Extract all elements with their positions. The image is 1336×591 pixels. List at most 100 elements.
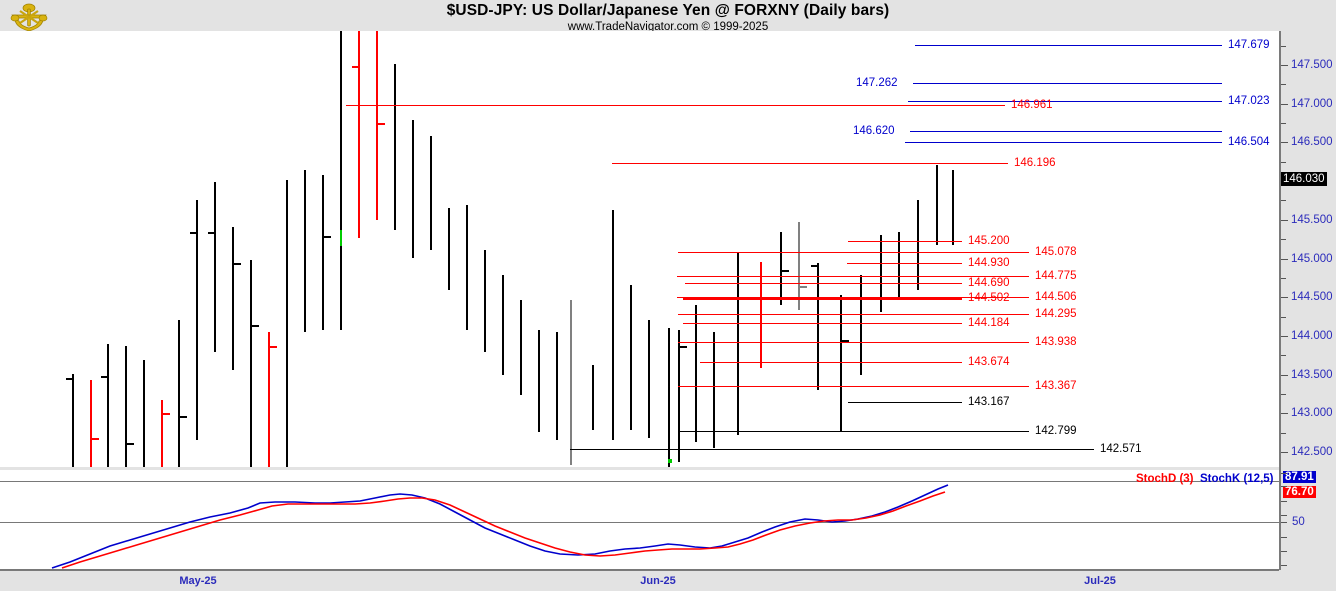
price-level-line[interactable] (910, 131, 1222, 132)
axis-minor-tick (1281, 432, 1286, 434)
price-level-line[interactable] (678, 314, 1029, 315)
axis-minor-tick (1281, 219, 1286, 221)
price-level-line[interactable] (685, 283, 962, 284)
bar-close-tick (800, 286, 807, 288)
price-level-label: 147.262 (856, 77, 898, 89)
axis-minor-tick (1281, 45, 1286, 47)
price-bar (817, 263, 819, 390)
price-level-line[interactable] (848, 241, 962, 242)
bar-close-tick (127, 443, 134, 445)
price-bar (72, 374, 74, 467)
price-level-label: 146.620 (853, 125, 895, 137)
axis-tick-label: 143.500 (1291, 368, 1333, 381)
price-bar (630, 285, 632, 430)
price-bar (448, 208, 450, 290)
bar-close-tick (270, 346, 277, 348)
bar-close-tick (782, 270, 789, 272)
price-bar (713, 332, 715, 448)
bar-close-tick (180, 416, 187, 418)
price-bar (798, 222, 800, 310)
axis-spine (1279, 31, 1281, 570)
price-level-line[interactable] (683, 298, 962, 300)
price-level-line[interactable] (678, 431, 1029, 432)
price-level-line[interactable] (678, 252, 1029, 253)
price-bar (358, 31, 360, 238)
price-level-line[interactable] (905, 142, 1222, 143)
price-axis[interactable]: 147.500 147.000 146.500 145.500 145.000 144.5… (1279, 31, 1336, 570)
price-level-line[interactable] (678, 386, 1029, 387)
axis-tick-label: 142.500 (1291, 446, 1333, 458)
chart-subtitle: www.TradeNavigator.com © 1999-2025 (567, 21, 769, 33)
bar-close-tick (234, 263, 241, 265)
price-bar (143, 360, 145, 467)
price-bar (340, 31, 342, 330)
price-level-label: 144.775 (1035, 270, 1077, 282)
price-level-label: 142.571 (1100, 443, 1142, 455)
price-level-line[interactable] (913, 83, 1222, 84)
price-bar (695, 305, 697, 442)
price-level-line[interactable] (847, 263, 962, 264)
price-bar (952, 170, 954, 245)
axis-minor-tick (1281, 142, 1286, 144)
date-axis-label: Jun-25 (640, 575, 676, 587)
price-level-label: 143.367 (1035, 380, 1077, 392)
axis-minor-tick (1281, 161, 1286, 163)
stoch-d-legend: StochD (3) (1136, 473, 1194, 485)
price-bar (860, 275, 862, 375)
price-level-line[interactable] (612, 163, 1008, 164)
current-price-badge: 146.030 (1281, 172, 1327, 186)
price-level-label: 146.961 (1011, 99, 1053, 111)
axis-minor-tick (1281, 316, 1286, 318)
price-bar (502, 275, 504, 375)
price-bar (484, 250, 486, 352)
price-bar (232, 227, 234, 370)
price-bar (268, 332, 270, 467)
price-level-label: 146.504 (1228, 136, 1270, 148)
stochastic-pane[interactable]: StochD (3) StochK (12,5) (0, 470, 1279, 570)
price-level-label: 145.078 (1035, 246, 1077, 258)
price-level-label: 143.167 (968, 396, 1010, 408)
axis-tick-label: 144.000 (1291, 329, 1333, 342)
axis-minor-tick (1281, 452, 1286, 453)
axis-tick-label: 145.000 (1291, 252, 1333, 265)
axis-tick-label: 143.000 (1291, 407, 1333, 420)
price-level-line[interactable] (908, 101, 1222, 102)
price-level-line[interactable] (677, 276, 1029, 277)
green-marker (340, 230, 342, 246)
stoch-axis-tick (1281, 486, 1287, 487)
price-level-line[interactable] (570, 449, 1094, 450)
bar-close-tick (92, 438, 99, 440)
price-level-line[interactable] (700, 362, 962, 363)
price-level-line[interactable] (678, 342, 1029, 343)
price-level-line[interactable] (683, 323, 962, 324)
price-level-line[interactable] (848, 402, 962, 403)
stoch-axis-tick (1281, 565, 1287, 566)
pane-divider (0, 467, 1279, 470)
price-bar (178, 320, 180, 467)
axis-minor-tick (1281, 258, 1286, 260)
price-bar (648, 320, 650, 438)
price-chart-pane[interactable]: 147.679 147.262 147.023 146.961 146.620 146.5… (0, 31, 1279, 467)
bar-open-tick (811, 265, 818, 267)
price-bar (304, 170, 306, 332)
price-level-line[interactable] (677, 297, 1029, 298)
price-bar (880, 235, 882, 312)
price-level-line[interactable] (346, 105, 1005, 106)
price-level-label: 144.690 (968, 277, 1010, 289)
price-bar (898, 232, 900, 298)
price-level-line[interactable] (915, 45, 1222, 46)
price-level-label: 143.674 (968, 356, 1010, 368)
price-level-label: 147.023 (1228, 95, 1270, 107)
date-axis-line (0, 570, 1279, 571)
price-bar (250, 260, 252, 467)
price-level-label: 145.200 (968, 235, 1010, 247)
date-axis-label: Jul-25 (1084, 575, 1116, 587)
stoch-gridline-mid (0, 522, 1279, 523)
stoch-d-badge: 76.70 (1283, 486, 1316, 498)
date-axis: May-25 Jun-25 Jul-25 (0, 570, 1336, 591)
price-bar (760, 262, 762, 368)
bar-close-tick (324, 236, 331, 238)
bar-open-tick (101, 376, 108, 378)
axis-tick-label: 147.000 (1291, 97, 1333, 110)
stoch-axis-tick (1281, 501, 1287, 502)
